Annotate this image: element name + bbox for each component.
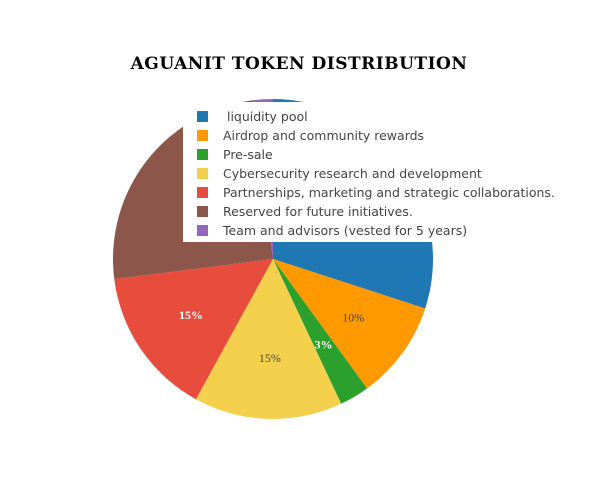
legend-item[interactable]: Cybersecurity research and development [183,164,553,183]
pie-slice[interactable] [273,259,426,389]
slice-data-label: 10% [342,310,364,324]
slice-data-label: 15% [259,351,281,365]
legend-swatch [197,111,208,122]
legend: liquidity pool Airdrop and community rewa… [183,102,555,242]
legend-label: liquidity pool [223,109,308,124]
legend-label: Partnerships, marketing and strategic co… [223,185,555,200]
legend-item[interactable]: Airdrop and community rewards [183,126,553,145]
legend-swatch [197,187,208,198]
pie-slice[interactable] [273,259,368,404]
legend-item[interactable]: Partnerships, marketing and strategic co… [183,183,555,202]
chart-title: AGUANIT TOKEN DISTRIBUTION [130,54,468,74]
legend-swatch [197,225,208,236]
legend-item[interactable]: Reserved for future initiatives. [183,202,553,221]
legend-label: Cybersecurity research and development [223,166,482,181]
legend-item[interactable]: liquidity pool [183,107,553,126]
pie-slice[interactable] [114,259,273,400]
slice-data-label: 3% [314,337,332,351]
legend-label: Team and advisors (vested for 5 years) [223,223,468,238]
legend-swatch [197,130,208,141]
legend-swatch [197,206,208,217]
legend-swatch [197,149,208,160]
legend-item[interactable]: Pre-sale [183,145,553,164]
legend-label: Pre-sale [223,147,273,162]
legend-label: Reserved for future initiatives. [223,204,413,219]
legend-swatch [197,168,208,179]
slice-data-label: 15% [179,308,203,322]
legend-label: Airdrop and community rewards [223,128,425,143]
legend-item[interactable]: Team and advisors (vested for 5 years) [183,221,553,240]
pie-slice[interactable] [195,259,342,419]
